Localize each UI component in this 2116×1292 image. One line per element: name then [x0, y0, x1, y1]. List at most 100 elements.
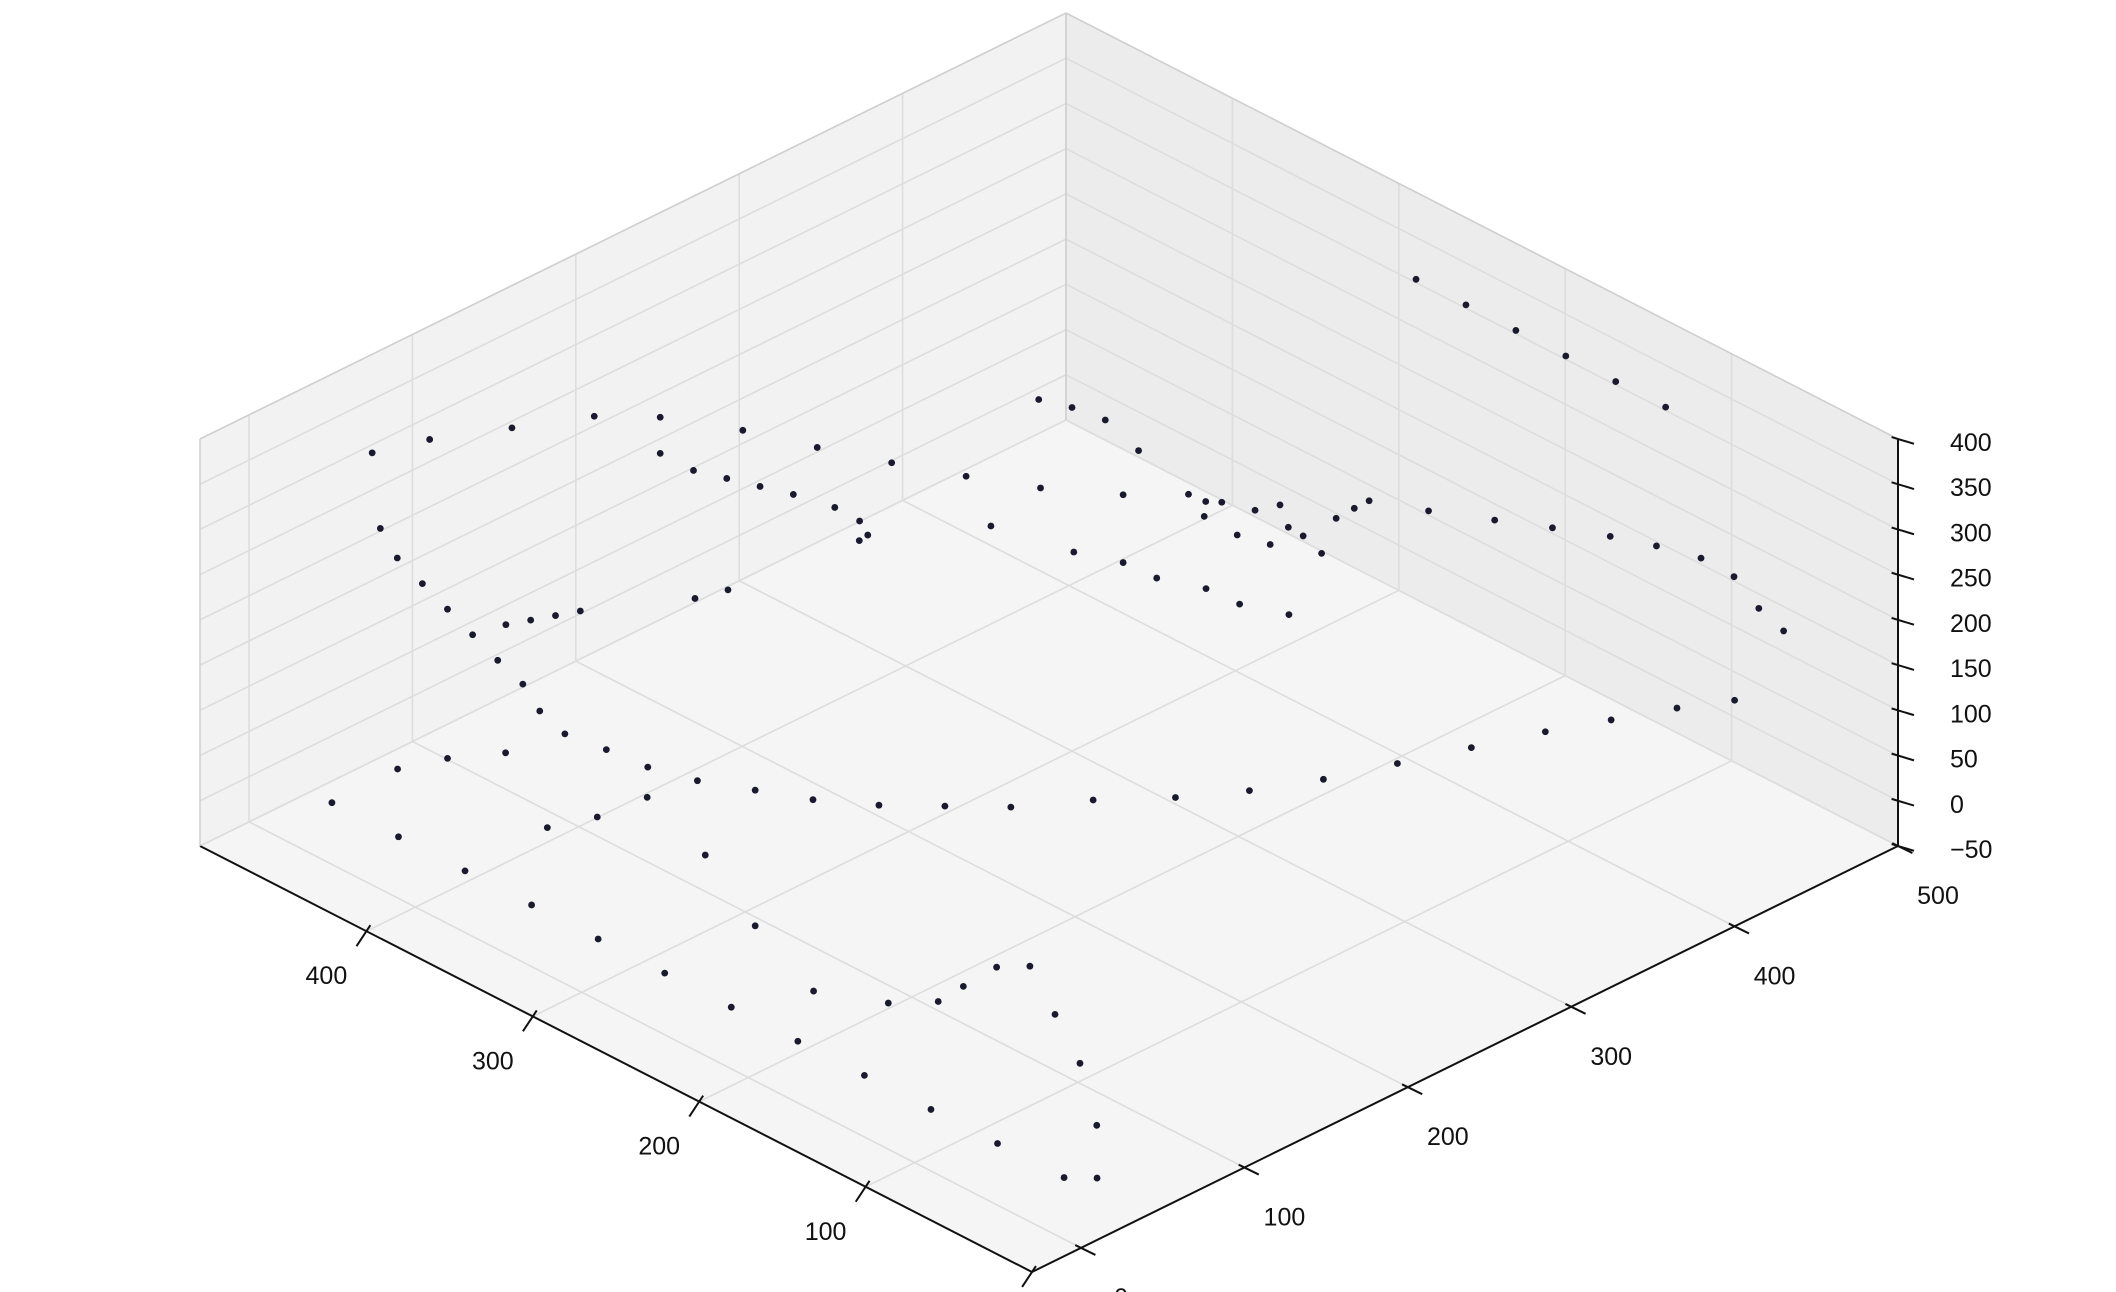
- data-point: [861, 1072, 868, 1079]
- data-point: [690, 467, 697, 474]
- data-point: [1120, 559, 1127, 566]
- data-point: [1052, 1011, 1059, 1018]
- y-axis-label: 100: [1264, 1204, 1306, 1232]
- x-axis-label: 200: [638, 1133, 680, 1161]
- data-point: [988, 523, 995, 530]
- data-point: [1653, 543, 1660, 550]
- x-axis-label: 400: [306, 962, 348, 990]
- data-point: [527, 617, 534, 624]
- data-point: [1320, 776, 1327, 783]
- data-point: [494, 657, 501, 664]
- data-point: [1731, 697, 1738, 704]
- data-point: [1285, 524, 1292, 531]
- data-point: [1607, 533, 1614, 540]
- z-axis-label: 400: [1950, 429, 1992, 457]
- data-point: [831, 504, 838, 511]
- data-point: [1172, 794, 1179, 801]
- x-axis-label: 300: [472, 1047, 514, 1075]
- data-point: [752, 922, 759, 929]
- z-axis-label: 0: [1950, 791, 1964, 819]
- data-point: [1070, 549, 1077, 556]
- data-point: [941, 803, 948, 810]
- data-point: [1286, 611, 1293, 618]
- data-point: [888, 459, 895, 466]
- data-point: [810, 796, 817, 803]
- z-axis-label: 150: [1950, 655, 1992, 683]
- data-point: [692, 595, 699, 602]
- data-point: [657, 414, 664, 421]
- data-point: [928, 1106, 935, 1113]
- data-point: [1780, 628, 1787, 635]
- data-point: [814, 444, 821, 451]
- data-point: [1463, 301, 1470, 308]
- data-point: [935, 998, 942, 1005]
- y-axis-label: 300: [1590, 1043, 1632, 1071]
- data-point: [1267, 541, 1274, 548]
- data-point: [1318, 550, 1325, 557]
- data-point: [1491, 517, 1498, 524]
- data-point: [1252, 507, 1259, 514]
- data-point: [1234, 532, 1241, 539]
- data-point: [1277, 502, 1284, 509]
- data-point: [462, 867, 469, 874]
- data-point: [1351, 505, 1358, 512]
- data-point: [544, 824, 551, 831]
- data-point: [519, 681, 526, 688]
- data-point: [856, 518, 863, 525]
- data-point: [1094, 1175, 1101, 1182]
- data-point: [394, 555, 401, 562]
- data-point: [444, 606, 451, 613]
- data-point: [502, 621, 509, 628]
- data-point: [1662, 404, 1669, 411]
- data-point: [1218, 499, 1225, 506]
- data-point: [1549, 524, 1556, 531]
- y-axis-label: 200: [1427, 1123, 1469, 1151]
- z-axis-label: 300: [1950, 519, 1992, 547]
- data-point: [1608, 717, 1615, 724]
- y-axis-label: 500: [1917, 882, 1959, 910]
- data-point: [1035, 396, 1042, 403]
- data-point: [694, 777, 701, 784]
- z-axis-label: 250: [1950, 565, 1992, 593]
- data-point: [757, 483, 764, 490]
- data-point: [963, 473, 970, 480]
- data-point: [1102, 417, 1109, 424]
- data-point: [1120, 491, 1127, 498]
- data-point: [1236, 601, 1243, 608]
- data-point: [369, 449, 376, 456]
- data-point: [1061, 1174, 1068, 1181]
- data-point: [1698, 555, 1705, 562]
- data-point: [790, 491, 797, 498]
- data-point: [1542, 728, 1549, 735]
- data-point: [394, 766, 401, 773]
- data-point: [329, 799, 336, 806]
- data-point: [725, 586, 732, 593]
- data-point: [419, 580, 426, 587]
- data-point: [1069, 404, 1076, 411]
- data-point: [794, 1038, 801, 1045]
- data-point: [552, 612, 559, 619]
- data-point: [1468, 744, 1475, 751]
- data-point: [1135, 447, 1142, 454]
- data-point: [1026, 963, 1033, 970]
- data-point: [1366, 497, 1373, 504]
- data-point: [1203, 585, 1210, 592]
- data-point: [395, 833, 402, 840]
- data-point: [644, 764, 651, 771]
- z-axis-label: 100: [1950, 700, 1992, 728]
- data-point: [561, 730, 568, 737]
- data-point: [1425, 507, 1432, 514]
- data-point: [1413, 276, 1420, 283]
- y-axis-label: 400: [1754, 962, 1796, 990]
- z-axis-label: −50: [1950, 836, 1992, 864]
- data-point: [377, 525, 384, 532]
- data-point: [739, 427, 746, 434]
- data-point: [856, 537, 863, 544]
- data-point: [1300, 533, 1307, 540]
- data-point: [1077, 1060, 1084, 1067]
- data-point: [594, 814, 601, 821]
- data-point: [1246, 787, 1253, 794]
- data-point: [502, 749, 509, 756]
- y-axis-label: 0: [1114, 1284, 1128, 1292]
